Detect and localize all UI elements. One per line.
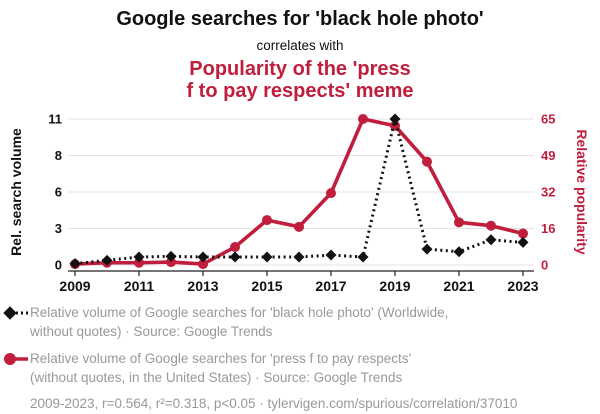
svg-text:3: 3	[55, 221, 62, 236]
svg-text:2023: 2023	[507, 278, 538, 294]
svg-text:8: 8	[55, 148, 62, 163]
legend-item-label: Relative volume of Google searches for '…	[30, 305, 449, 340]
black-series-marker-icon	[3, 306, 28, 320]
left-axis-title: Rel. search volume	[8, 128, 24, 256]
svg-text:2015: 2015	[251, 278, 282, 294]
svg-text:2019: 2019	[379, 278, 410, 294]
chart-subtitle: Popularity of the 'press f to pay respec…	[0, 58, 600, 102]
svg-text:2017: 2017	[315, 278, 346, 294]
subtitle-line-2: f to pay respects' meme	[186, 80, 414, 102]
svg-text:49: 49	[541, 148, 555, 163]
svg-text:65: 65	[541, 112, 555, 127]
svg-text:6: 6	[55, 185, 62, 200]
right-axis-title: Relative popularity	[574, 129, 590, 255]
legend-item-press-f: Relative volume of Google searches for '…	[2, 349, 598, 387]
chart-header: Google searches for 'black hole photo' c…	[0, 8, 600, 102]
stats-footer: 2009-2023, r=0.564, r²=0.318, p<0.05 · t…	[30, 395, 518, 411]
subtitle-line-1: Popularity of the 'press	[189, 58, 411, 80]
svg-text:2009: 2009	[59, 278, 90, 294]
red-series-marker-icon	[4, 353, 28, 366]
svg-text:11: 11	[48, 112, 62, 127]
correlates-with-text: correlates with	[256, 38, 344, 53]
svg-text:0: 0	[55, 258, 62, 273]
page-title: Google searches for 'black hole photo'	[116, 8, 484, 30]
svg-text:32: 32	[541, 185, 555, 200]
legend-item-black-hole-photo: Relative volume of Google searches for '…	[2, 303, 598, 341]
svg-text:16: 16	[541, 221, 555, 236]
legend-item-label: Relative volume of Google searches for '…	[30, 351, 412, 386]
legend: Relative volume of Google searches for '…	[2, 303, 598, 411]
svg-text:0: 0	[541, 258, 548, 273]
svg-text:2013: 2013	[187, 278, 218, 294]
svg-text:2021: 2021	[443, 278, 474, 294]
svg-text:2011: 2011	[124, 278, 155, 294]
